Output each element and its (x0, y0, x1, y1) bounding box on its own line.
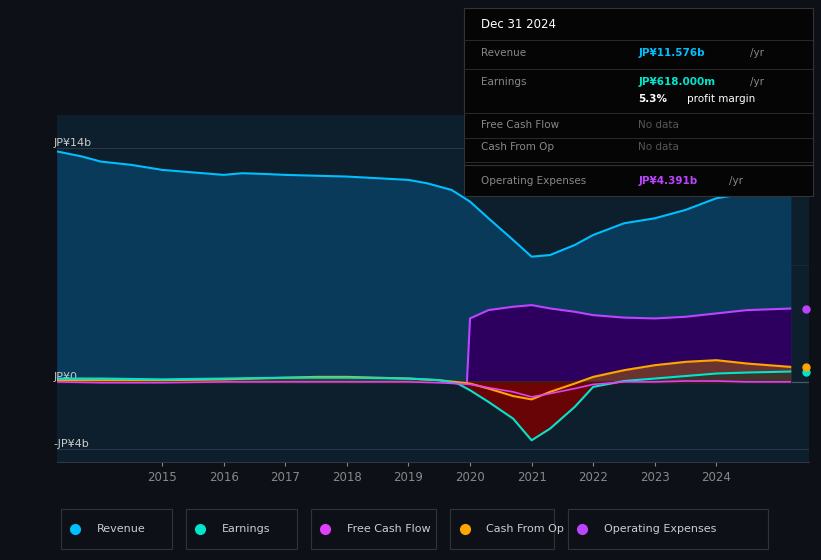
Text: /yr: /yr (750, 48, 764, 58)
Text: /yr: /yr (729, 176, 743, 185)
Text: profit margin: profit margin (687, 95, 755, 104)
Text: Earnings: Earnings (481, 77, 527, 87)
Text: Cash From Op: Cash From Op (486, 524, 564, 534)
FancyBboxPatch shape (464, 165, 813, 196)
Text: Revenue: Revenue (481, 48, 526, 58)
Text: Dec 31 2024: Dec 31 2024 (481, 18, 557, 31)
Text: Cash From Op: Cash From Op (481, 142, 554, 152)
Text: Earnings: Earnings (222, 524, 270, 534)
Text: Free Cash Flow: Free Cash Flow (481, 120, 559, 130)
Text: JP¥11.576b: JP¥11.576b (639, 48, 705, 58)
Text: 5.3%: 5.3% (639, 95, 667, 104)
Text: /yr: /yr (750, 77, 764, 87)
Text: JP¥14b: JP¥14b (53, 138, 92, 148)
Text: -JP¥4b: -JP¥4b (53, 438, 89, 449)
Text: Operating Expenses: Operating Expenses (604, 524, 716, 534)
Text: No data: No data (639, 120, 679, 130)
Text: Free Cash Flow: Free Cash Flow (346, 524, 430, 534)
Text: JP¥0: JP¥0 (53, 372, 78, 382)
Text: Revenue: Revenue (97, 524, 145, 534)
Text: JP¥618.000m: JP¥618.000m (639, 77, 715, 87)
Text: Operating Expenses: Operating Expenses (481, 176, 586, 185)
Text: JP¥4.391b: JP¥4.391b (639, 176, 698, 185)
FancyBboxPatch shape (464, 8, 813, 168)
Text: No data: No data (639, 142, 679, 152)
